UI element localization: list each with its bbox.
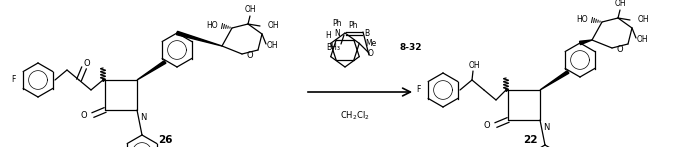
Polygon shape xyxy=(177,31,222,46)
Text: OH: OH xyxy=(268,20,280,30)
Polygon shape xyxy=(506,88,508,91)
Text: N: N xyxy=(543,123,549,132)
Text: 26: 26 xyxy=(158,135,172,145)
Polygon shape xyxy=(540,71,569,90)
Text: 22: 22 xyxy=(523,135,537,145)
Text: OH: OH xyxy=(244,5,255,14)
Text: O: O xyxy=(368,49,374,57)
Text: OH: OH xyxy=(638,15,650,24)
Text: Me: Me xyxy=(365,39,377,47)
Text: O: O xyxy=(484,121,490,130)
Polygon shape xyxy=(579,40,592,45)
Text: N: N xyxy=(334,29,340,37)
Text: F: F xyxy=(417,86,421,95)
Text: Ph: Ph xyxy=(348,20,358,30)
Text: HO: HO xyxy=(577,15,588,24)
Text: 8-32: 8-32 xyxy=(400,44,422,52)
Text: O: O xyxy=(84,59,90,67)
Text: H: H xyxy=(325,31,331,40)
Polygon shape xyxy=(137,61,166,80)
Text: HO: HO xyxy=(207,20,218,30)
Text: BH₃: BH₃ xyxy=(326,42,340,51)
Text: CH$_2$Cl$_2$: CH$_2$Cl$_2$ xyxy=(340,110,370,122)
Text: O: O xyxy=(246,51,253,61)
Text: F: F xyxy=(12,76,16,85)
Text: OH: OH xyxy=(614,0,626,8)
Text: O: O xyxy=(617,46,623,55)
Text: OH: OH xyxy=(468,61,480,70)
Text: B: B xyxy=(364,29,369,37)
Text: O: O xyxy=(80,111,87,120)
Text: Ph: Ph xyxy=(332,19,342,27)
Polygon shape xyxy=(103,78,105,81)
Text: N: N xyxy=(140,113,147,122)
Text: OH: OH xyxy=(637,35,648,45)
Text: OH: OH xyxy=(267,41,279,51)
